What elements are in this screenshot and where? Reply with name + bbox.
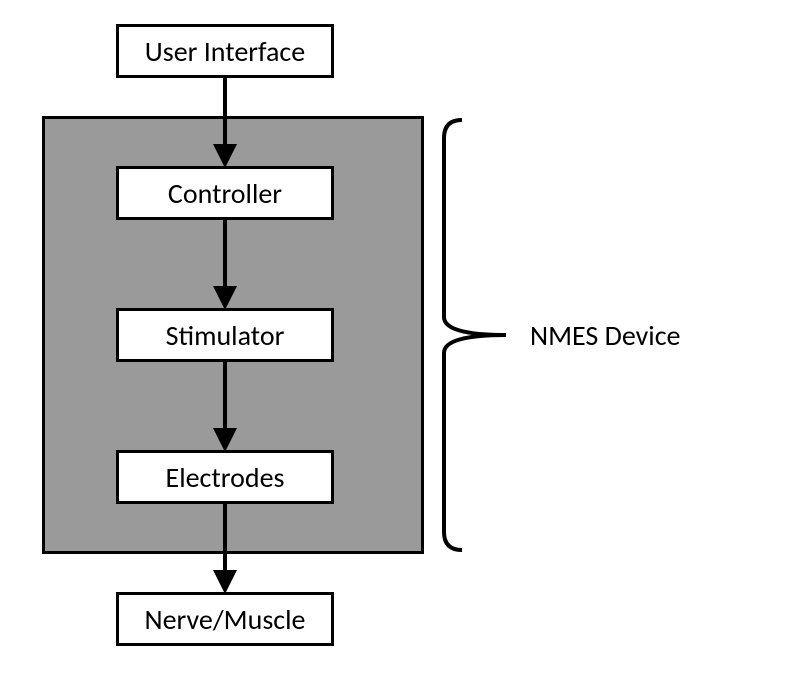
box-user-interface: User Interface [116,24,334,78]
curly-brace [440,116,510,554]
box-label: Electrodes [166,460,285,495]
box-label: Stimulator [166,318,285,353]
box-electrodes: Electrodes [116,450,334,504]
box-label: Controller [168,176,282,211]
nmes-flowchart: User Interface Controller Stimulator Ele… [0,0,800,676]
box-label: Nerve/Muscle [145,602,306,637]
side-label-text: NMES Device [530,318,680,353]
box-label: User Interface [145,34,305,69]
side-label: NMES Device [530,318,680,353]
box-nerve-muscle: Nerve/Muscle [116,592,334,646]
box-controller: Controller [116,166,334,220]
box-stimulator: Stimulator [116,308,334,362]
